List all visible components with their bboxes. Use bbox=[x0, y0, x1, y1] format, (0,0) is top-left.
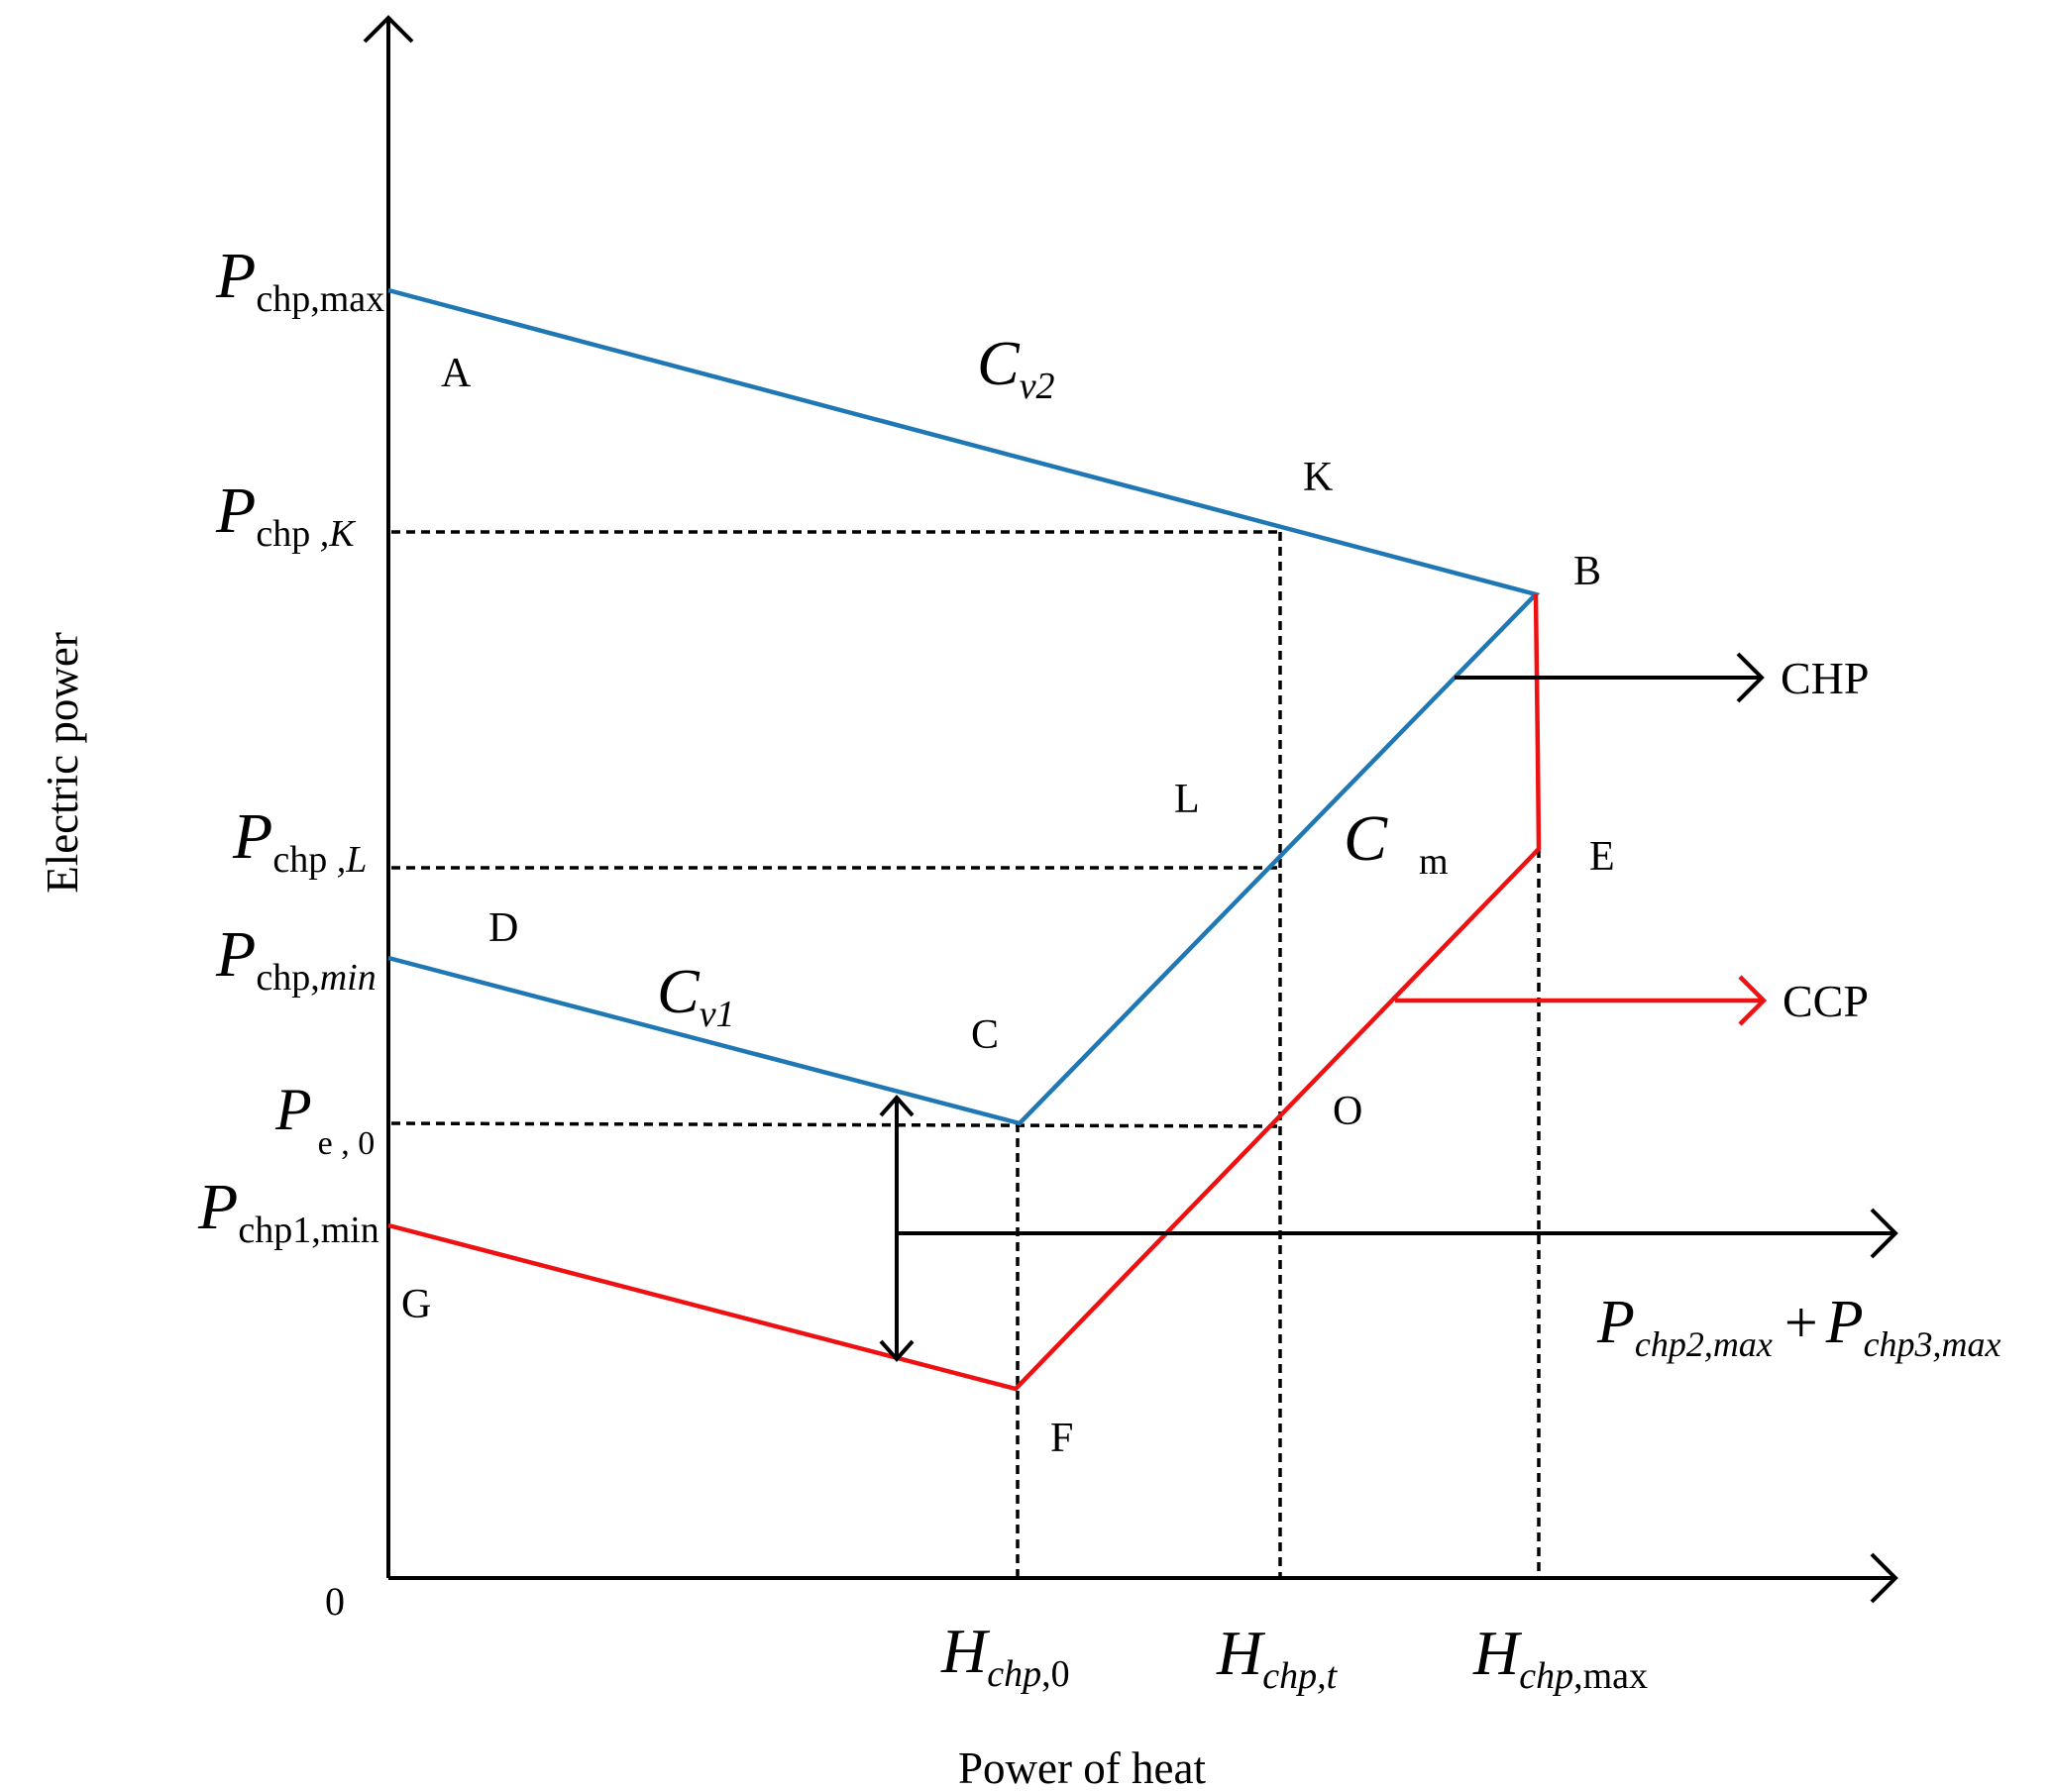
point-label-a: A bbox=[441, 351, 472, 396]
point-label-k: K bbox=[1303, 455, 1333, 500]
tick-p-chp-max: Pchp,max bbox=[215, 240, 384, 320]
tick-p-chp1-min: Pchp1,min bbox=[197, 1171, 379, 1251]
tick-p-chp-min-main: P bbox=[215, 918, 256, 991]
x-axis-arrowhead bbox=[1870, 1552, 1898, 1604]
tick-p-chp-min-sub2: min bbox=[320, 957, 377, 999]
tick-h-chp-t: Hchp,t bbox=[1216, 1618, 1339, 1697]
tick-p-chp-l-main: P bbox=[232, 800, 272, 873]
point-label-c: C bbox=[971, 1012, 999, 1058]
x-axis-label: Power of heat bbox=[958, 1743, 1206, 1792]
ccp-region-boundary bbox=[387, 593, 1542, 1392]
tick-p-chp-l: Pchp ,L bbox=[232, 800, 367, 881]
tick-p-chp-max-sub: chp,max bbox=[256, 278, 384, 320]
point-label-g: G bbox=[401, 1282, 431, 1327]
capacity-arrowhead bbox=[1870, 1208, 1898, 1259]
offset-arrowhead-down bbox=[879, 1339, 915, 1363]
tick-h-chp-max-sub1: chp bbox=[1519, 1655, 1573, 1697]
tick-p-chp1-min-main: P bbox=[197, 1171, 238, 1243]
point-label-o: O bbox=[1333, 1089, 1362, 1134]
point-label-b: B bbox=[1573, 549, 1601, 594]
legend-chp: CHP bbox=[1781, 653, 1869, 703]
tick-p-chp-max-main: P bbox=[215, 240, 256, 312]
capacity-expression-s2: chp3,max bbox=[1864, 1324, 2001, 1364]
curve-label-cv2-main: C bbox=[977, 328, 1021, 398]
point-label-e: E bbox=[1589, 834, 1615, 880]
legend-ccp: CCP bbox=[1782, 976, 1869, 1026]
tick-h-chp-0-sub1: chp bbox=[987, 1653, 1041, 1695]
capacity-expression-plus: + bbox=[1784, 1290, 1818, 1355]
tick-p-e-0-main: P bbox=[274, 1077, 312, 1142]
capacity-expression-p2: P bbox=[1825, 1289, 1864, 1356]
curve-label-cv1-main: C bbox=[657, 956, 701, 1026]
curve-label-cv2-sub: v2 bbox=[1020, 366, 1055, 407]
tick-p-e-0-sub: e , 0 bbox=[318, 1125, 376, 1162]
ccp-legend-arrowhead bbox=[1738, 975, 1768, 1026]
offset-arrowhead-up bbox=[879, 1094, 915, 1117]
tick-h-chp-0-main: H bbox=[940, 1616, 991, 1686]
tick-p-chp-l-sub2: ,L bbox=[327, 839, 367, 881]
chp-legend-arrowhead bbox=[1736, 652, 1765, 703]
tick-p-chp-k: Pchp ,K bbox=[215, 474, 356, 555]
curve-label-cm-main: C bbox=[1344, 802, 1388, 875]
tick-p-chp-min-sub1: chp, bbox=[256, 957, 319, 999]
curve-label-cv1: Cv1 bbox=[657, 956, 735, 1035]
curve-label-cv2: Cv2 bbox=[977, 328, 1055, 407]
tick-h-chp-0-sub2: ,0 bbox=[1041, 1653, 1070, 1695]
point-label-f: F bbox=[1050, 1416, 1073, 1461]
tick-p-chp-k-main: P bbox=[215, 474, 256, 547]
curve-label-cv1-sub: v1 bbox=[700, 994, 735, 1035]
tick-p-chp1-min-sub: chp1,min bbox=[238, 1210, 378, 1251]
capacity-expression-s1: chp2,max bbox=[1635, 1324, 1773, 1364]
tick-h-chp-t-sub: chp,t bbox=[1262, 1655, 1338, 1697]
tick-h-chp-0: Hchp,0 bbox=[940, 1616, 1070, 1695]
tick-h-chp-t-main: H bbox=[1216, 1618, 1266, 1688]
guide-p-e-0 bbox=[390, 1121, 1281, 1128]
capacity-expression: Pchp2,max + Pchp3,max bbox=[1596, 1289, 2001, 1364]
tick-h-chp-max-main: H bbox=[1472, 1618, 1523, 1688]
chp-region-boundary bbox=[387, 287, 1541, 1126]
tick-p-chp-min: Pchp,min bbox=[215, 918, 377, 999]
tick-p-chp-l-sub1: chp bbox=[272, 839, 327, 881]
tick-p-chp-k-sub1: chp bbox=[256, 513, 310, 555]
tick-h-chp-max-sub2: ,max bbox=[1573, 1655, 1648, 1697]
capacity-expression-p1: P bbox=[1596, 1289, 1635, 1356]
tick-h-chp-max: Hchp,max bbox=[1472, 1618, 1648, 1697]
point-label-d: D bbox=[488, 905, 518, 951]
tick-p-e-0: Pe , 0 bbox=[274, 1077, 375, 1162]
origin-label: 0 bbox=[325, 1579, 345, 1624]
point-label-l: L bbox=[1174, 777, 1200, 822]
tick-p-chp-k-sub2: ,K bbox=[310, 513, 356, 555]
y-axis-arrowhead bbox=[363, 15, 414, 44]
y-axis-label: Electric power bbox=[38, 632, 87, 894]
curve-label-cm-sub: m bbox=[1419, 841, 1449, 883]
